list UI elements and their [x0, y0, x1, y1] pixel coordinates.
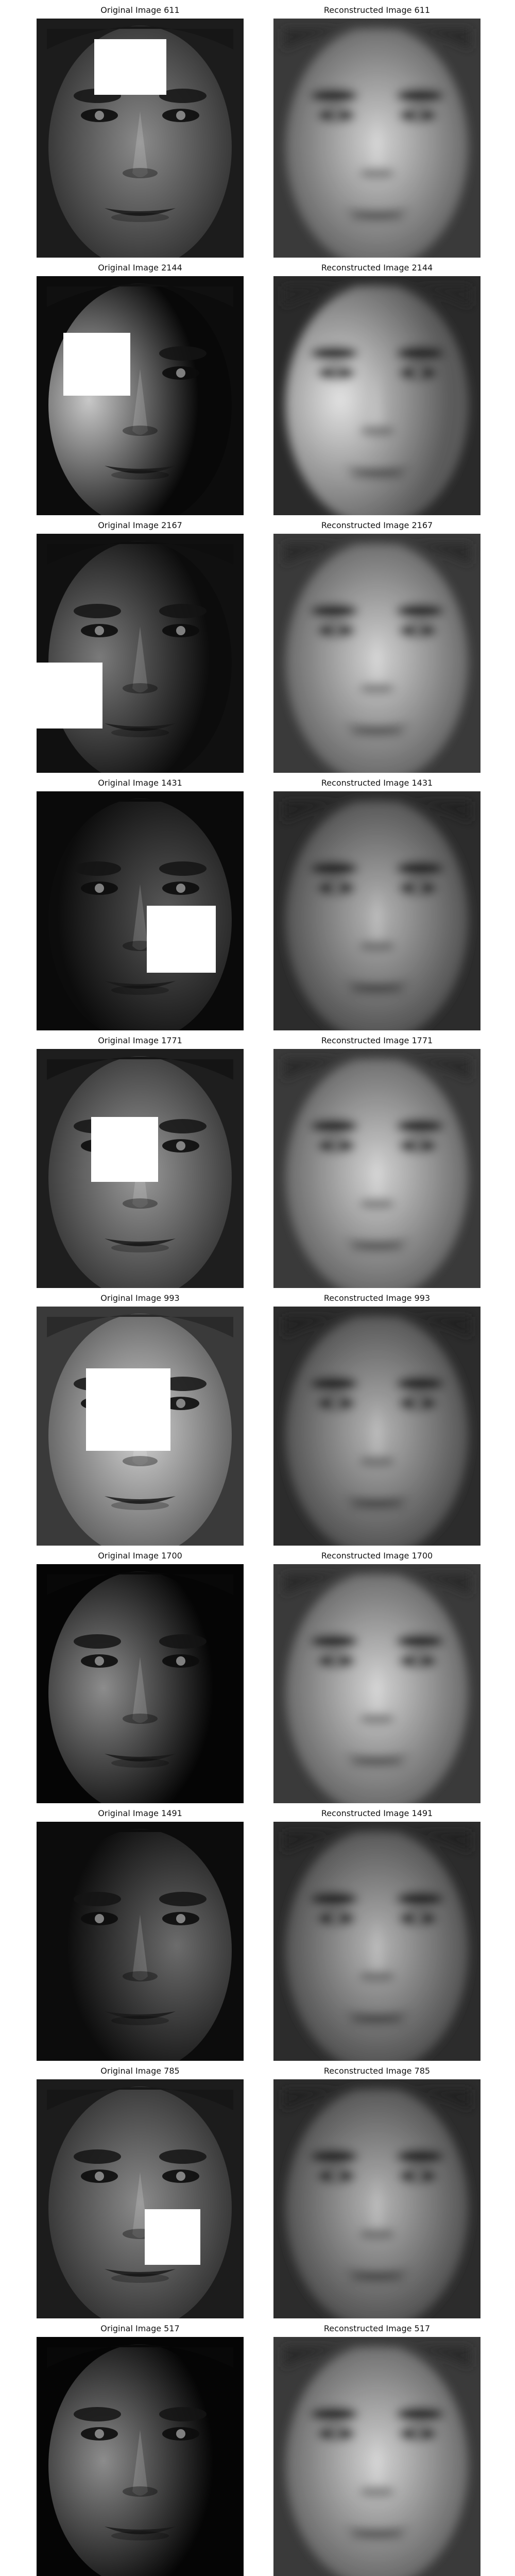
- occlusion-mask: [145, 2209, 200, 2265]
- original-face-image: [37, 276, 244, 515]
- reconstructed-image-title: Reconstructed Image 785: [323, 2066, 431, 2076]
- reconstructed-face-image: [273, 1049, 480, 1288]
- original-image-title: Original Image 1491: [98, 1808, 182, 1818]
- reconstructed-image-title: Reconstructed Image 517: [323, 2324, 431, 2333]
- reconstructed-image-panel: Reconstructed Image 517: [273, 2318, 480, 2576]
- original-face-image: [37, 2337, 244, 2576]
- original-image-title: Original Image 611: [100, 5, 180, 15]
- occlusion-mask: [91, 1117, 158, 1182]
- image-pair-row: Original Image 611 Reconstructed Image 6…: [0, 0, 515, 258]
- reconstructed-image-panel: Reconstructed Image 2167: [273, 515, 480, 773]
- original-image-title: Original Image 1700: [98, 1551, 182, 1561]
- reconstructed-image-title: Reconstructed Image 611: [323, 5, 431, 15]
- original-face-image: [37, 1564, 244, 1803]
- image-pair-row: Original Image 993 Reconstructed Image 9…: [0, 1288, 515, 1546]
- original-image-panel: Original Image 1700: [37, 1546, 244, 1803]
- reconstructed-image-title: Reconstructed Image 1491: [321, 1808, 433, 1818]
- image-pair-row: Original Image 1771 Reconstructed Image …: [0, 1030, 515, 1288]
- original-image-panel: Original Image 517: [37, 2318, 244, 2576]
- occlusion-mask: [86, 1368, 170, 1451]
- original-image-title: Original Image 2144: [98, 263, 182, 273]
- original-image-panel: Original Image 1491: [37, 1803, 244, 2061]
- reconstructed-image-title: Reconstructed Image 2167: [321, 520, 433, 530]
- reconstructed-image-panel: Reconstructed Image 1771: [273, 1030, 480, 1288]
- image-pair-row: Original Image 1431 Reconstructed Image …: [0, 773, 515, 1030]
- reconstructed-image-panel: Reconstructed Image 611: [273, 0, 480, 258]
- occlusion-mask: [63, 333, 130, 396]
- original-image-title: Original Image 785: [100, 2066, 180, 2076]
- original-image-title: Original Image 1431: [98, 778, 182, 788]
- reconstructed-image-panel: Reconstructed Image 785: [273, 2061, 480, 2318]
- original-image-panel: Original Image 2144: [37, 258, 244, 515]
- original-face-image: [37, 1307, 244, 1546]
- original-image-panel: Original Image 611: [37, 0, 244, 258]
- reconstructed-image-title: Reconstructed Image 1771: [321, 1036, 433, 1045]
- reconstructed-face-image: [273, 276, 480, 515]
- original-image-panel: Original Image 993: [37, 1288, 244, 1546]
- reconstructed-image-panel: Reconstructed Image 1431: [273, 773, 480, 1030]
- original-face-image: [37, 1049, 244, 1288]
- reconstructed-image-title: Reconstructed Image 993: [323, 1293, 431, 1303]
- reconstructed-image-panel: Reconstructed Image 993: [273, 1288, 480, 1546]
- occlusion-mask: [147, 906, 216, 973]
- original-image-panel: Original Image 1431: [37, 773, 244, 1030]
- original-face-image: [37, 19, 244, 258]
- original-image-title: Original Image 1771: [98, 1036, 182, 1045]
- reconstructed-face-image: [273, 1822, 480, 2061]
- reconstructed-image-title: Reconstructed Image 1700: [321, 1551, 433, 1561]
- original-image-title: Original Image 993: [100, 1293, 180, 1303]
- reconstructed-image-title: Reconstructed Image 1431: [321, 778, 433, 788]
- reconstructed-face-image: [273, 1307, 480, 1546]
- original-image-title: Original Image 2167: [98, 520, 182, 530]
- original-face-image: [37, 791, 244, 1030]
- image-pair-row: Original Image 2144 Reconstructed Image …: [0, 258, 515, 515]
- occlusion-mask: [94, 39, 166, 95]
- reconstructed-image-panel: Reconstructed Image 1491: [273, 1803, 480, 2061]
- reconstructed-face-image: [273, 19, 480, 258]
- image-pair-row: Original Image 517 Reconstructed Image 5…: [0, 2318, 515, 2576]
- original-image-panel: Original Image 1771: [37, 1030, 244, 1288]
- image-pair-row: Original Image 785 Reconstructed Image 7…: [0, 2061, 515, 2318]
- reconstructed-image-panel: Reconstructed Image 2144: [273, 258, 480, 515]
- original-image-panel: Original Image 2167: [37, 515, 244, 773]
- original-image-title: Original Image 517: [100, 2324, 180, 2333]
- reconstructed-face-image: [273, 2079, 480, 2318]
- original-face-image: [37, 1822, 244, 2061]
- reconstructed-image-panel: Reconstructed Image 1700: [273, 1546, 480, 1803]
- reconstructed-face-image: [273, 2337, 480, 2576]
- reconstructed-face-image: [273, 534, 480, 773]
- original-face-image: [37, 2079, 244, 2318]
- occlusion-mask: [37, 663, 102, 728]
- image-pair-row: Original Image 1700 Reconstructed Image …: [0, 1546, 515, 1803]
- reconstructed-image-title: Reconstructed Image 2144: [321, 263, 433, 273]
- image-pair-row: Original Image 1491 Reconstructed Image …: [0, 1803, 515, 2061]
- reconstructed-face-image: [273, 791, 480, 1030]
- original-image-panel: Original Image 785: [37, 2061, 244, 2318]
- original-face-image: [37, 534, 244, 773]
- image-pair-row: Original Image 2167 Reconstructed Image …: [0, 515, 515, 773]
- reconstructed-face-image: [273, 1564, 480, 1803]
